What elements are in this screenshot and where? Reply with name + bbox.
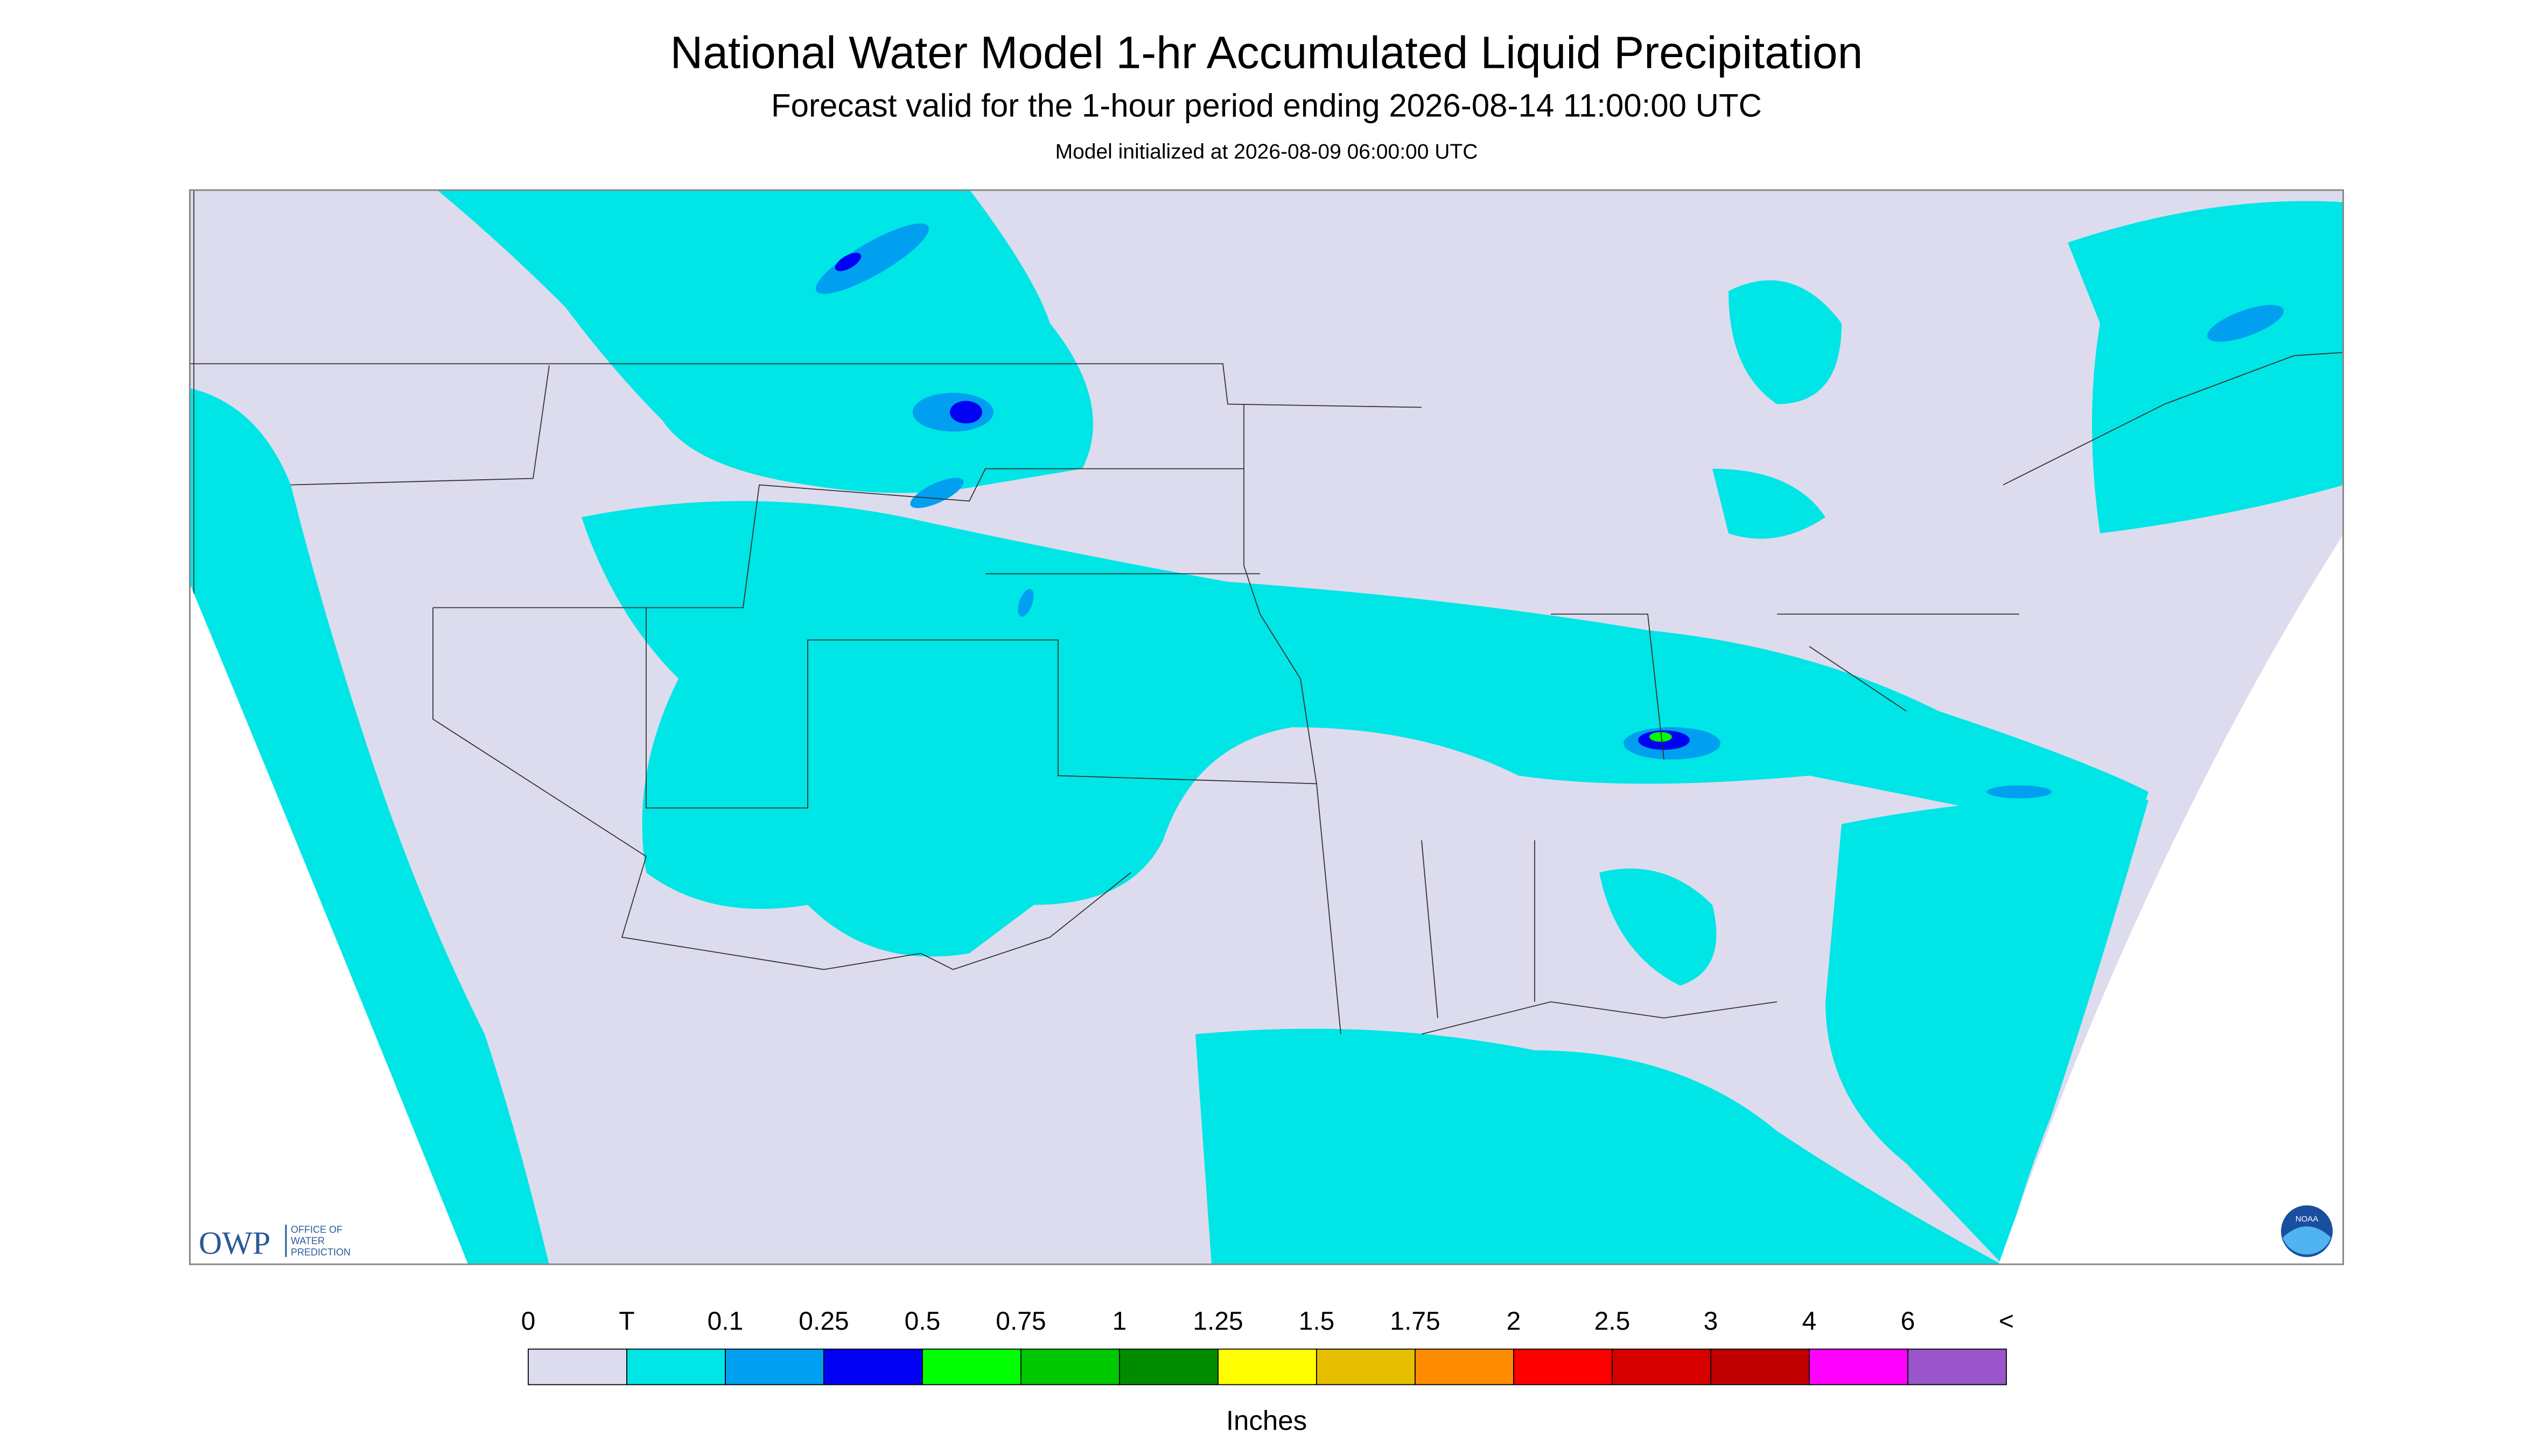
owp-logo: OWP OFFICE OF WATER PREDICTION [199, 1224, 351, 1261]
legend-swatch [922, 1348, 1021, 1385]
legend-label: 0.25 [799, 1307, 849, 1336]
legend: 0 T 0.1 0.25 0.5 0.75 1 1.25 1.5 1.75 2 2.5 3 4 6 < [521, 1307, 2014, 1385]
legend-label: 4 [1802, 1307, 1817, 1336]
legend-units: Inches [1226, 1405, 1307, 1436]
legend-swatch [1316, 1348, 1416, 1385]
init-time: Model initialized at 2026-08-09 06:00:00… [1055, 141, 1478, 164]
owp-text: WATER [291, 1236, 325, 1247]
legend-label: 2.5 [1594, 1307, 1631, 1336]
noaa-logo: NOAA [2281, 1205, 2333, 1257]
subtitle: Forecast valid for the 1-hour period end… [771, 88, 1762, 124]
legend-label: < [1999, 1307, 2014, 1336]
legend-label: 0.5 [905, 1307, 941, 1336]
precip-field [189, 189, 2344, 1265]
legend-swatch [1907, 1348, 2007, 1385]
owp-text: OFFICE OF [291, 1224, 342, 1235]
heavy-precip [1649, 732, 1672, 742]
legend-swatch [1415, 1348, 1514, 1385]
legend-label: 1.25 [1193, 1307, 1243, 1336]
legend-label: 1.75 [1390, 1307, 1440, 1336]
legend-swatch [1710, 1348, 1810, 1385]
legend-swatch [1809, 1348, 1908, 1385]
legend-swatch [528, 1348, 627, 1385]
legend-label: 0.1 [708, 1307, 744, 1336]
legend-swatch [1612, 1348, 1711, 1385]
legend-label: T [619, 1307, 634, 1336]
legend-label: 3 [1704, 1307, 1718, 1336]
legend-swatch [626, 1348, 726, 1385]
noaa-wave [2283, 1226, 2331, 1255]
legend-label: 0.75 [996, 1307, 1046, 1336]
legend-label: 0 [521, 1307, 536, 1336]
legend-swatch [1020, 1348, 1120, 1385]
legend-swatch [1217, 1348, 1317, 1385]
legend-swatch [1513, 1348, 1613, 1385]
noaa-text: NOAA [2296, 1215, 2319, 1224]
legend-label: 1.5 [1299, 1307, 1335, 1336]
legend-label: 6 [1901, 1307, 1915, 1336]
owp-mark: OWP [199, 1226, 270, 1261]
legend-label: 2 [1507, 1307, 1521, 1336]
legend-swatch [1119, 1348, 1219, 1385]
map-area [189, 189, 2344, 1265]
map-border [189, 189, 2344, 1265]
legend-label: 1 [1112, 1307, 1127, 1336]
legend-swatch [725, 1348, 824, 1385]
owp-text: PREDICTION [291, 1247, 351, 1258]
title: National Water Model 1-hr Accumulated Li… [670, 27, 1863, 78]
legend-swatch [823, 1348, 923, 1385]
